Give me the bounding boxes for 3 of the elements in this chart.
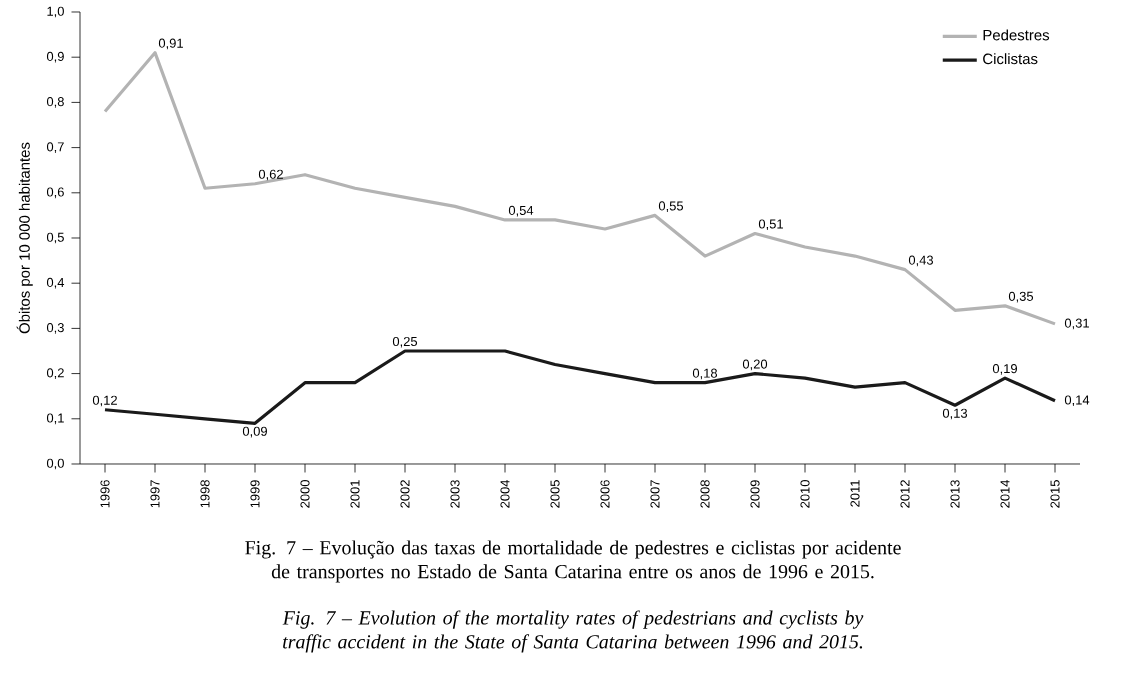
caption: Fig. 7 – Evolution of the mortality rates of pedestrians and cyclists by traffic accident in the State of Santa Catarina between 1996 and 2015.	[282, 610, 864, 653]
caption: Fig. 7 – Evolução das taxas de mortalidade de pedestres e ciclistas por acidente de transportes no Estado de Santa Catarina entre os anos de 1996 e 2015.	[245, 540, 901, 583]
line-series	[103, 51, 1057, 326]
